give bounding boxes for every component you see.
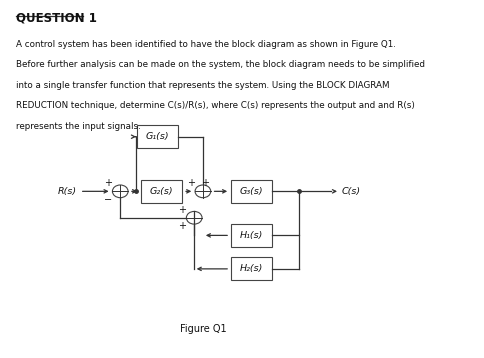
Text: +: +: [178, 205, 186, 215]
FancyBboxPatch shape: [230, 224, 272, 247]
Text: +: +: [178, 221, 186, 231]
Text: +: +: [104, 178, 112, 188]
Text: G₁(s): G₁(s): [145, 132, 169, 141]
Text: Figure Q1: Figure Q1: [179, 324, 226, 334]
Circle shape: [112, 185, 128, 198]
Text: H₂(s): H₂(s): [240, 264, 263, 274]
Circle shape: [186, 212, 202, 224]
Text: +: +: [187, 178, 195, 188]
Text: represents the input signals.: represents the input signals.: [16, 122, 140, 131]
FancyBboxPatch shape: [141, 180, 182, 203]
Text: A control system has been identified to have the block diagram as shown in Figur: A control system has been identified to …: [16, 40, 395, 49]
Circle shape: [195, 185, 210, 198]
FancyBboxPatch shape: [230, 257, 272, 280]
Text: −: −: [104, 195, 112, 205]
FancyBboxPatch shape: [230, 180, 272, 203]
FancyBboxPatch shape: [136, 125, 178, 148]
Text: H₁(s): H₁(s): [240, 231, 263, 240]
Text: G₃(s): G₃(s): [239, 187, 263, 196]
Text: +: +: [201, 178, 209, 188]
Text: Before further analysis can be made on the system, the block diagram needs to be: Before further analysis can be made on t…: [16, 60, 424, 69]
Text: QUESTION 1: QUESTION 1: [16, 11, 96, 25]
Text: REDUCTION technique, determine C(s)/R(s), where C(s) represents the output and a: REDUCTION technique, determine C(s)/R(s)…: [16, 101, 414, 110]
Text: R(s): R(s): [58, 187, 76, 196]
Text: C(s): C(s): [341, 187, 360, 196]
Text: into a single transfer function that represents the system. Using the BLOCK DIAG: into a single transfer function that rep…: [16, 81, 389, 90]
Text: G₂(s): G₂(s): [150, 187, 173, 196]
